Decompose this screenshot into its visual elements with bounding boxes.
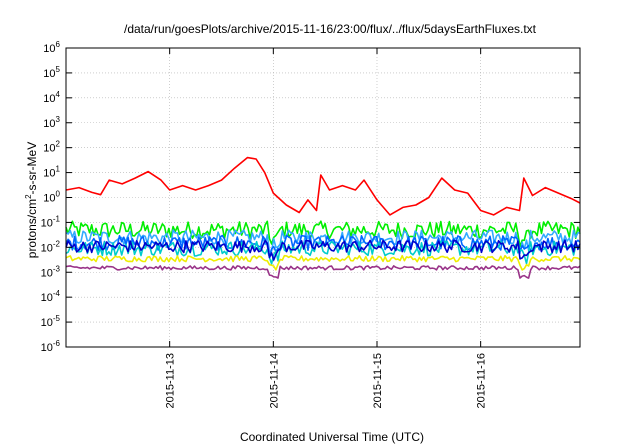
y-tick-base: 10 [41,217,53,229]
y-tick-exp: -1 [53,214,61,223]
y-tick-label: 104 [43,90,60,105]
y-tick-label: 105 [43,65,60,80]
grid [66,48,580,347]
y-tick-exp: -3 [53,264,61,273]
x-tick-label: 2015-11-14 [268,353,280,408]
y-tick-base: 10 [43,143,55,155]
x-axis-title: Coordinated Universal Time (UTC) [240,430,424,444]
x-tick-label: 2015-11-13 [165,353,177,408]
series-line-7 [65,254,581,271]
y-tick-base: 10 [43,118,55,130]
series-line-4 [65,234,581,259]
x-tick-label: 2015-11-15 [372,353,384,408]
y-tick-exp: 1 [56,165,61,174]
y-tick-label: 106 [43,40,60,55]
x-axis-ticks: 2015-11-13 2015-11-14 2015-11-15 2015-11-16 [165,48,488,408]
series-line-2 [65,220,581,248]
y-tick-label: 102 [43,140,60,155]
y-tick-base: 10 [43,168,55,180]
y-tick-exp: -6 [53,339,61,348]
y-tick-exp: 3 [56,115,61,124]
y-tick-label: 10-4 [41,289,61,304]
y-tick-label: 10-2 [41,239,61,254]
y-tick-exp: 0 [56,190,61,199]
y-tick-exp: 2 [56,140,61,149]
y-axis-title-suffix: -s-sr-MeV [25,142,39,195]
y-axis-title: protons/cm2-s-sr-MeV [24,142,39,258]
y-tick-base: 10 [41,342,53,354]
y-tick-exp: -4 [53,289,61,298]
y-tick-base: 10 [41,317,53,329]
y-tick-exp: 5 [56,65,61,74]
y-axis-title-prefix: protons/cm [25,199,39,258]
y-tick-label: 103 [43,115,60,130]
y-axis-title-sup: 2 [24,194,33,199]
y-tick-base: 10 [43,68,55,80]
series-line-6 [65,239,581,261]
y-tick-label: 10-3 [41,264,61,279]
series-line-1 [65,156,581,216]
y-tick-base: 10 [43,43,55,55]
y-tick-base: 10 [43,193,55,205]
y-tick-label: 10-5 [41,314,61,329]
y-tick-label: 101 [43,165,60,180]
y-tick-label: 100 [43,190,60,205]
y-tick-base: 10 [43,93,55,105]
plot-frame [65,47,581,348]
y-tick-base: 10 [41,292,53,304]
x-tick-label: 2015-11-16 [476,353,488,408]
y-tick-exp: 6 [56,40,61,49]
y-tick-exp: 4 [56,90,61,99]
y-axis-ticks: 10-610-510-410-310-210-11001011021031041… [41,40,580,354]
y-tick-exp: -2 [53,239,61,248]
series-line-8 [65,265,581,279]
y-tick-label: 10-6 [41,339,61,354]
y-tick-base: 10 [41,267,53,279]
y-tick-exp: -5 [53,314,61,323]
y-tick-base: 10 [41,242,53,254]
series-group [65,156,581,279]
chart-title: /data/run/goesPlots/archive/2015-11-16/2… [124,22,537,36]
y-tick-label: 10-1 [41,214,61,229]
